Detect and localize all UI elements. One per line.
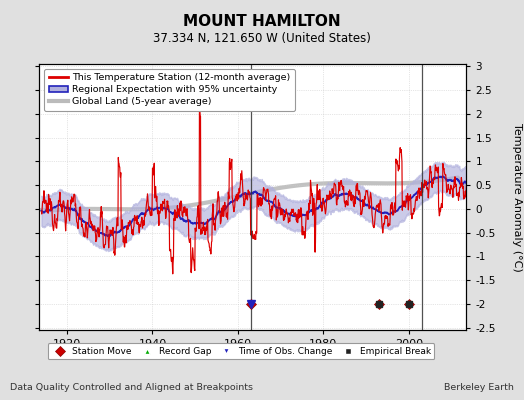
Text: MOUNT HAMILTON: MOUNT HAMILTON xyxy=(183,14,341,29)
Text: Berkeley Earth: Berkeley Earth xyxy=(444,383,514,392)
Legend: This Temperature Station (12-month average), Regional Expectation with 95% uncer: This Temperature Station (12-month avera… xyxy=(44,69,296,111)
Text: 37.334 N, 121.650 W (United States): 37.334 N, 121.650 W (United States) xyxy=(153,32,371,45)
Legend: Station Move, Record Gap, Time of Obs. Change, Empirical Break: Station Move, Record Gap, Time of Obs. C… xyxy=(48,343,434,360)
Y-axis label: Temperature Anomaly (°C): Temperature Anomaly (°C) xyxy=(512,123,522,271)
Text: Data Quality Controlled and Aligned at Breakpoints: Data Quality Controlled and Aligned at B… xyxy=(10,383,254,392)
